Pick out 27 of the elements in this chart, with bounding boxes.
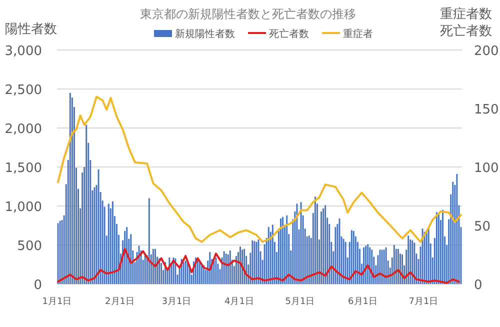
y-tick-label: 3,000 bbox=[4, 44, 42, 59]
y2-axis-title: 重症者数死亡者数 bbox=[440, 7, 492, 39]
x-tick-label: 2月1日 bbox=[105, 297, 134, 307]
y-tick-label: 0 bbox=[34, 278, 42, 293]
chart-title: 東京都の新規陽性者数と死亡者数の推移 bbox=[140, 7, 356, 21]
y2-tick-label: 0 bbox=[474, 278, 482, 293]
x-tick-label: 4月1日 bbox=[224, 297, 254, 307]
y-tick-label: 2,500 bbox=[4, 83, 42, 98]
y-tick-label: 2,000 bbox=[4, 122, 42, 137]
legend-label: 死亡者数 bbox=[269, 28, 309, 40]
y2-tick-label: 200 bbox=[474, 44, 499, 59]
x-tick-label: 6月1日 bbox=[348, 297, 378, 307]
x-tick-label: 5月1日 bbox=[285, 297, 315, 307]
y-tick-label: 1,000 bbox=[4, 200, 42, 215]
y2-tick-label: 150 bbox=[474, 102, 499, 118]
y2-tick-label: 50 bbox=[474, 220, 491, 234]
x-tick-label: 1月1日 bbox=[42, 297, 72, 307]
legend-label: 重症者 bbox=[343, 28, 373, 40]
x-tick-label: 7月1日 bbox=[408, 297, 438, 307]
x-tick-label: 3月1日 bbox=[162, 297, 192, 307]
legend-label: 新規陽性者数 bbox=[175, 28, 235, 40]
y2-tick-label: 100 bbox=[474, 161, 499, 176]
y-tick-label: 500 bbox=[17, 239, 42, 254]
line-series bbox=[57, 248, 460, 284]
y-axis-title: 陽性者数 bbox=[5, 22, 57, 37]
line-series bbox=[57, 96, 462, 243]
y-tick-label: 1,500 bbox=[4, 161, 42, 176]
